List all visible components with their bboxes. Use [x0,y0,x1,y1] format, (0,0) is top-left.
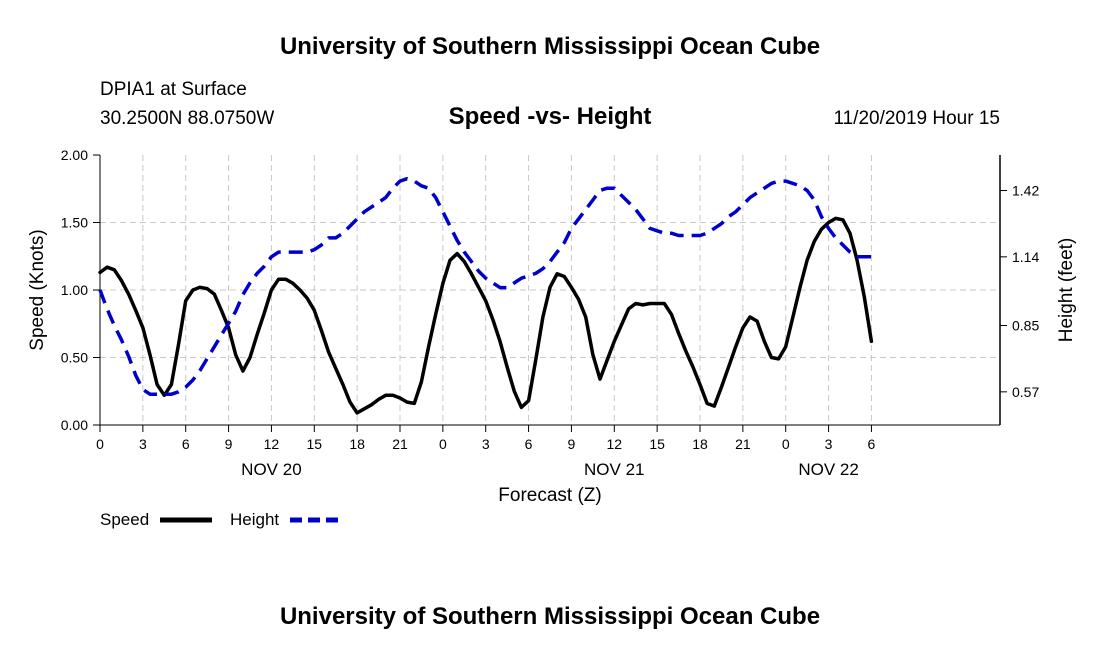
day-label: NOV 21 [584,460,644,479]
x-tick-label: 6 [868,436,876,452]
day-label: NOV 20 [241,460,301,479]
station-label: DPIA1 at Surface [100,79,247,100]
x-tick-label: 15 [649,436,665,452]
y-tick-label-left: 1.00 [61,282,88,298]
day-label: NOV 22 [798,460,858,479]
station-coords: 30.2500N 88.0750W [100,108,274,129]
x-tick-label: 6 [525,436,533,452]
x-tick-label: 21 [392,436,408,452]
x-tick-label: 3 [139,436,147,452]
y-tick-label-left: 0.50 [61,350,88,366]
y-axis-title-left: Speed (Knots) [27,229,48,350]
chart-series [98,176,874,415]
series-line-speed [98,216,874,415]
legend-label-height: Height [230,510,279,529]
footer-title: University of Southern Mississippi Ocean… [280,603,820,630]
x-tick-label: 3 [482,436,490,452]
x-tick-label: 12 [264,436,280,452]
y-tick-label-right: 1.42 [1012,183,1039,199]
x-tick-label: 18 [349,436,365,452]
x-tick-label: 9 [568,436,576,452]
y-tick-label-right: 0.85 [1012,318,1039,334]
x-tick-label: 12 [606,436,622,452]
legend-label-speed: Speed [100,510,149,529]
chart-tick-labels: 0 3 6 9 12 15 18 21 0 3 6 9 12 15 18 21 0 3 6 NOV 20 NOV 21 N… [61,147,1040,479]
y-tick-label-right: 1.14 [1012,249,1039,265]
x-tick-label: 6 [182,436,190,452]
x-tick-label: 21 [735,436,751,452]
y-tick-label-left: 0.00 [61,417,88,433]
page-title: University of Southern Mississippi Ocean… [280,33,820,60]
legend: Speed Height [100,510,342,529]
y-axis-title-right: Height (feet) [1056,238,1077,343]
plot-title: Speed -vs- Height [449,103,652,130]
x-tick-label: 9 [225,436,233,452]
y-tick-label-left: 2.00 [61,147,88,163]
x-tick-label: 3 [825,436,833,452]
x-tick-label: 15 [306,436,322,452]
y-tick-label-right: 0.57 [1012,384,1039,400]
y-tick-label-left: 1.50 [61,215,88,231]
series-line-height [98,176,872,396]
x-tick-label: 0 [782,436,790,452]
x-tick-label: 18 [692,436,708,452]
x-tick-label: 0 [439,436,447,452]
x-tick-label: 0 [96,436,104,452]
forecast-datetime: 11/20/2019 Hour 15 [833,108,1000,129]
x-axis-title: Forecast (Z) [498,485,601,506]
